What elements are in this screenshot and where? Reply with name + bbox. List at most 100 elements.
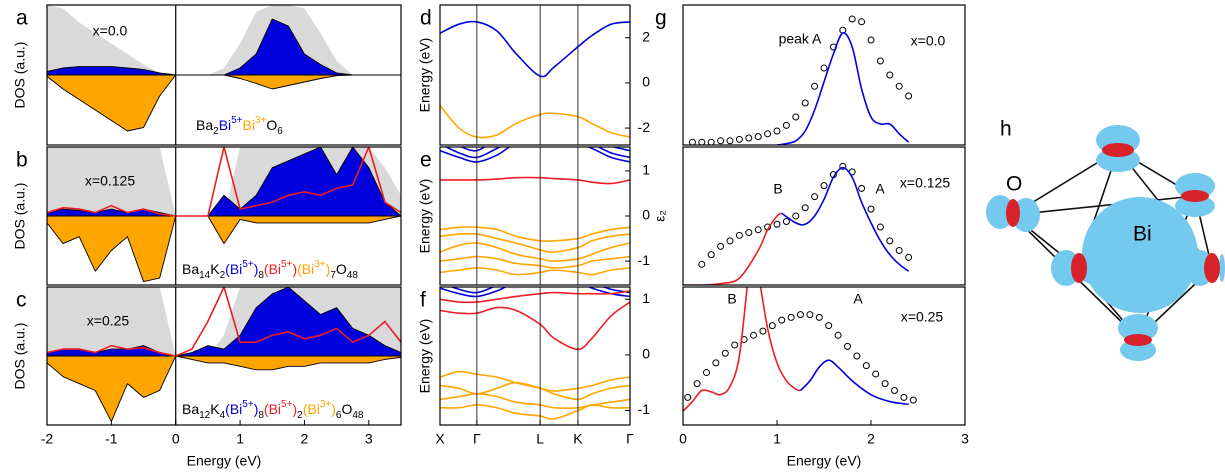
curve [781, 166, 910, 272]
y-tick-label: -1 [638, 401, 651, 417]
panel-label: d [420, 7, 432, 30]
data-point [825, 322, 833, 330]
panel-label: f [420, 289, 426, 312]
plot-area [440, 147, 630, 276]
data-point [712, 359, 720, 367]
annotation: A [853, 291, 863, 307]
o-atom [1006, 199, 1020, 227]
frame [46, 146, 402, 286]
annotation: x=0.125 [85, 173, 135, 189]
x-tick-label: Γ [626, 431, 634, 447]
formula-part: 3+ [314, 259, 326, 270]
formula-part: Bi [243, 117, 255, 133]
data-point [886, 71, 894, 79]
data-point [782, 121, 790, 129]
panel-label: c [16, 289, 27, 312]
data-point [726, 237, 734, 245]
formula: Ba2Bi5+Bi3+O6 [196, 115, 283, 137]
data-point [707, 138, 715, 145]
o-atom [1181, 190, 1209, 202]
frame [46, 286, 402, 426]
data-point [886, 237, 894, 245]
data-point [862, 362, 870, 370]
formula-part: 48 [352, 410, 364, 421]
formula-part: 6 [336, 410, 342, 421]
data-point [721, 349, 729, 357]
oxygen-lobes [986, 125, 1225, 361]
o-atom [1102, 143, 1134, 157]
data-point [731, 341, 739, 349]
data-point [811, 193, 819, 201]
curve [683, 287, 801, 412]
formula-part: 2 [220, 270, 226, 281]
formula-part: Bi [230, 401, 242, 417]
data-point [745, 229, 753, 237]
x-axis-title: Energy (eV) [787, 453, 862, 469]
data-point [754, 133, 762, 141]
formula-part: 48 [347, 270, 359, 281]
formula-part: K [210, 261, 220, 277]
y-tick-label: 1 [642, 162, 650, 178]
curve [440, 287, 630, 298]
curve [440, 301, 630, 351]
data-point [707, 251, 715, 259]
data-point [717, 137, 725, 145]
atom-label: O [1006, 173, 1022, 196]
formula-part: Bi [302, 261, 314, 277]
formula-part: 4 [220, 410, 226, 421]
plot-area [683, 162, 913, 285]
curve [440, 20, 630, 78]
frame [682, 286, 966, 426]
curve [440, 147, 630, 163]
frame [439, 146, 631, 286]
curve [440, 176, 630, 185]
y-axis-title: DOS (a.u.) [12, 183, 28, 250]
formula-part: ( [264, 401, 269, 417]
frame [439, 286, 631, 426]
panel-label: g [655, 7, 667, 30]
panel-label: b [16, 149, 28, 172]
bi-atom [1082, 197, 1198, 313]
formula-part: O [266, 117, 277, 133]
formula-part: Bi [307, 401, 319, 417]
y-tick-label: 1 [642, 290, 650, 306]
data-point [735, 231, 743, 239]
dos-area [47, 215, 401, 282]
curve [449, 287, 630, 294]
y-tick-label: -2 [638, 119, 651, 135]
formula-part: ) [331, 401, 336, 417]
formula-part: O [336, 261, 347, 277]
data-point [858, 184, 866, 192]
plot-area [683, 287, 917, 412]
x-tick-label: 1 [236, 431, 244, 447]
formula-part: 5+ [242, 259, 254, 270]
frame [682, 4, 966, 146]
x-tick-label: 0 [172, 431, 180, 447]
formula-part: ( [225, 401, 230, 417]
data-point [815, 313, 823, 321]
data-point [909, 396, 917, 404]
annotation: A [875, 181, 885, 197]
formula: Ba12K4(Bi5+)8(Bi5+)2(Bi3+)6O48 [182, 399, 364, 421]
data-point [876, 223, 884, 231]
formula-part: K [210, 401, 220, 417]
data-point [787, 313, 795, 321]
formula-part: 3+ [255, 115, 267, 126]
data-point [688, 138, 696, 145]
formula: Ba14K2(Bi5+)8(Bi5+)(Bi3+)7O48 [182, 259, 358, 281]
data-point [684, 393, 692, 401]
formula-part: ) [254, 401, 259, 417]
formula-part: 7 [330, 270, 336, 281]
formula-part: 3+ [320, 399, 332, 410]
x-axis-title: Energy (eV) [187, 453, 262, 469]
curve [459, 147, 630, 152]
curve [799, 359, 909, 406]
formula-part: 6 [277, 126, 283, 137]
formula-part: 14 [199, 270, 211, 281]
formula-part: 8 [258, 270, 264, 281]
o-atom [1124, 334, 1152, 346]
plot-area [688, 15, 913, 145]
data-point [905, 253, 913, 261]
annotation: x=0.25 [87, 313, 130, 329]
